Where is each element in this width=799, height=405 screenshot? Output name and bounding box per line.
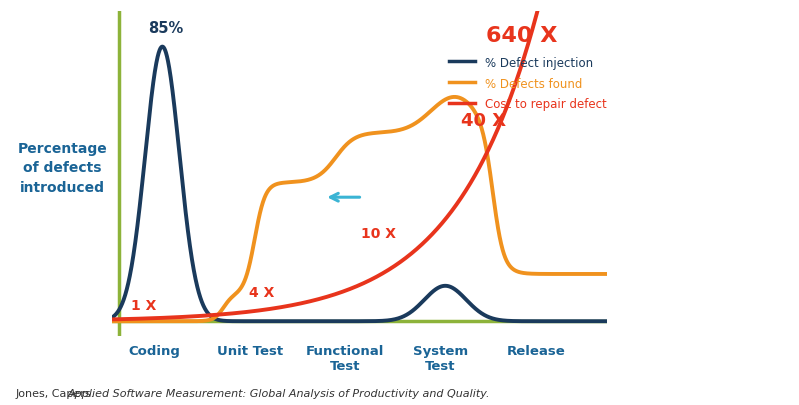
Text: Jones, Capers.: Jones, Capers. xyxy=(16,388,99,398)
Text: 85%: 85% xyxy=(149,21,184,36)
Legend: % Defect injection, % Defects found, Cost to repair defect: % Defect injection, % Defects found, Cos… xyxy=(449,57,606,111)
Text: 4 X: 4 X xyxy=(248,285,274,299)
Text: Applied Software Measurement: Global Analysis of Productivity and Quality.: Applied Software Measurement: Global Ana… xyxy=(68,388,491,398)
Text: 40 X: 40 X xyxy=(461,112,506,130)
Text: 10 X: 10 X xyxy=(361,226,396,240)
Text: 1 X: 1 X xyxy=(130,298,156,312)
Text: Percentage
of defects
introduced: Percentage of defects introduced xyxy=(18,141,107,194)
Text: 640 X: 640 X xyxy=(486,26,557,46)
